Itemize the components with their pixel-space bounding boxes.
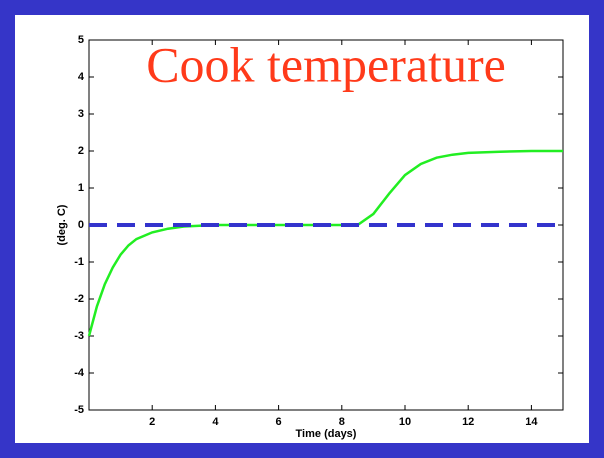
x-tick-label: 4 [212,416,219,428]
y-tick-label: 5 [78,34,84,46]
figure-background [15,15,589,443]
y-tick-label: -5 [74,404,84,416]
x-tick-label: 8 [339,416,345,428]
y-tick-label: 2 [78,145,84,157]
x-axis-label: Time (days) [296,428,357,440]
x-tick-label: 2 [149,416,155,428]
y-tick-label: -4 [74,367,85,379]
x-tick-label: 10 [399,416,411,428]
y-tick-label: 3 [78,108,84,120]
x-tick-label: 6 [276,416,282,428]
y-tick-label: -3 [74,330,84,342]
y-tick-label: 1 [78,182,84,194]
y-tick-label: -2 [74,293,84,305]
y-axis-label: (deg. C) [56,204,68,245]
y-tick-label: -1 [74,256,84,268]
x-tick-label: 14 [525,416,538,428]
y-tick-label: 4 [78,71,85,83]
x-tick-label: 12 [462,416,474,428]
y-tick-label: 0 [78,219,84,231]
chart-title: Cook temperature [146,36,506,92]
